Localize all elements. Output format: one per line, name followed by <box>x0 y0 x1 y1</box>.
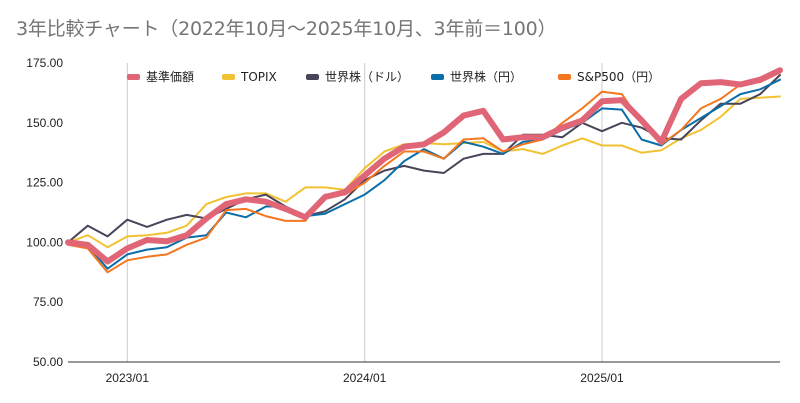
legend-swatch <box>306 74 319 80</box>
y-tick-label: 75.00 <box>33 295 63 309</box>
series-line <box>67 74 781 244</box>
x-tick-label: 2024/01 <box>343 371 387 385</box>
legend-swatch <box>558 74 571 80</box>
legend-label: TOPIX <box>240 70 277 84</box>
legend-swatch <box>431 74 444 80</box>
legend-swatch <box>127 74 140 80</box>
y-tick-label: 50.00 <box>33 355 63 369</box>
chart-title: 3年比較チャート（2022年10月～2025年10月、3年前＝100） <box>16 18 557 40</box>
x-tick-label: 2023/01 <box>106 371 150 385</box>
legend-label: 基準価額 <box>146 69 194 84</box>
x-tick-label: 2025/01 <box>580 371 624 385</box>
y-tick-label: 100.00 <box>26 235 63 249</box>
legend-label: 世界株（ドル） <box>325 69 409 84</box>
legend-label: S&P500（円） <box>577 70 660 84</box>
y-tick-label: 150.00 <box>26 116 63 130</box>
legend-swatch <box>222 74 235 80</box>
y-tick-label: 175.00 <box>26 56 63 70</box>
y-tick-label: 125.00 <box>26 176 63 190</box>
legend-label: 世界株（円） <box>450 69 522 84</box>
series-line <box>65 67 783 265</box>
